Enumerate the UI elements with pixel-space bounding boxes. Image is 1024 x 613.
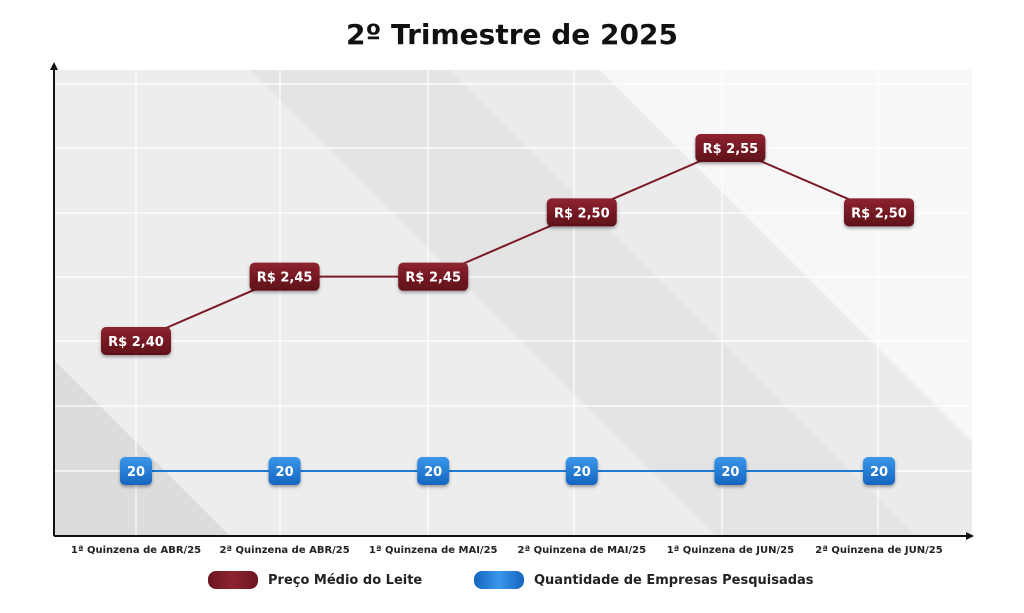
data-marker-price — [398, 262, 469, 291]
data-label-price: R$ 2,45 — [405, 271, 461, 286]
data-marker-count — [120, 457, 152, 485]
data-label-count: 20 — [721, 465, 739, 480]
data-label-price: R$ 2,45 — [257, 271, 313, 286]
data-label-price: R$ 2,40 — [108, 335, 164, 350]
data-marker-count — [417, 457, 450, 485]
legend-label-empresas: Quantidade de Empresas Pesquisadas — [534, 572, 814, 588]
data-label-price: R$ 2,50 — [554, 206, 610, 221]
data-marker-price — [695, 134, 766, 162]
data-marker-price — [249, 262, 320, 291]
data-marker-price — [844, 198, 914, 227]
data-label-price: R$ 2,55 — [703, 142, 759, 157]
data-label-count: 20 — [424, 465, 442, 480]
data-label-count: 20 — [870, 465, 888, 480]
data-marker-price — [546, 198, 617, 227]
x-tick-label: 2ª Quinzena de JUN/25 — [815, 545, 942, 556]
x-tick-labels: 1ª Quinzena de ABR/25 2ª Quinzena de ABR/… — [71, 545, 943, 556]
x-tick-label: 1ª Quinzena de ABR/25 — [71, 545, 201, 556]
x-tick-label: 1ª Quinzena de JUN/25 — [667, 545, 794, 556]
legend-item-empresas: Quantidade de Empresas Pesquisadas — [474, 569, 814, 591]
data-marker-count — [565, 457, 598, 485]
data-labels: R$ 2,40 R$ 2,45 R$ 2,45 R$ 2,50 R$ 2,55 R$ 2,… — [101, 134, 914, 485]
y-axis-arrow — [50, 62, 58, 70]
x-tick-label: 1ª Quinzena de MAI/25 — [369, 545, 498, 556]
data-label-price: R$ 2,50 — [851, 206, 907, 221]
data-label-count: 20 — [276, 465, 294, 480]
x-tick-label: 2ª Quinzena de ABR/25 — [219, 545, 349, 556]
legend-label-preco: Preço Médio do Leite — [268, 572, 423, 588]
data-marker-count — [714, 457, 747, 485]
data-label-count: 20 — [127, 465, 145, 480]
x-tick-label: 2ª Quinzena de MAI/25 — [517, 545, 646, 556]
data-marker-price — [101, 327, 171, 355]
data-marker-count — [863, 457, 895, 485]
chart-title: 2º Trimestre de 2025 — [346, 18, 678, 51]
legend-item-preco: Preço Médio do Leite — [208, 569, 422, 591]
x-axis-arrow — [966, 532, 974, 540]
axes — [50, 62, 974, 540]
data-marker-count — [268, 457, 301, 485]
data-label-count: 20 — [573, 465, 591, 480]
legend-swatch-empresas — [474, 571, 524, 589]
legend-swatch-preco — [208, 571, 258, 589]
